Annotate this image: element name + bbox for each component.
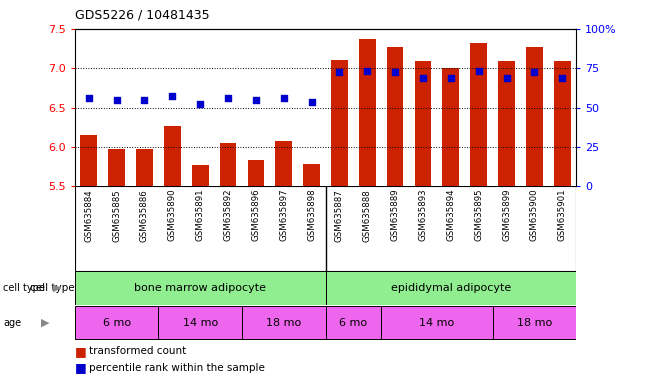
Bar <box>415 61 432 186</box>
Text: 14 mo: 14 mo <box>182 318 218 328</box>
Text: ■: ■ <box>75 345 87 358</box>
Text: GSM635895: GSM635895 <box>474 189 483 242</box>
Bar <box>303 164 320 186</box>
Text: GSM635898: GSM635898 <box>307 189 316 242</box>
Text: percentile rank within the sample: percentile rank within the sample <box>89 363 265 373</box>
Text: GSM635892: GSM635892 <box>223 189 232 242</box>
Point <box>501 74 512 81</box>
Text: ▶: ▶ <box>41 318 49 328</box>
Text: GSM635887: GSM635887 <box>335 189 344 242</box>
Text: GSM635884: GSM635884 <box>84 189 93 242</box>
Text: GSM635899: GSM635899 <box>502 189 511 241</box>
Bar <box>331 60 348 186</box>
Point <box>418 75 428 81</box>
Bar <box>81 135 97 186</box>
Bar <box>242 306 326 339</box>
Point <box>445 75 456 81</box>
Text: ▶: ▶ <box>53 283 62 293</box>
Point <box>279 95 289 101</box>
Bar <box>219 143 236 186</box>
Text: cell type: cell type <box>3 283 45 293</box>
Bar <box>158 306 242 339</box>
Text: GSM635893: GSM635893 <box>419 189 428 242</box>
Text: GSM635886: GSM635886 <box>140 189 149 242</box>
Bar <box>526 47 543 186</box>
Text: 14 mo: 14 mo <box>419 318 454 328</box>
Bar <box>381 306 493 339</box>
Point <box>529 69 540 75</box>
Bar <box>359 39 376 186</box>
Point <box>473 68 484 74</box>
Text: GSM635897: GSM635897 <box>279 189 288 242</box>
Bar <box>326 306 381 339</box>
Bar <box>275 141 292 186</box>
Text: transformed count: transformed count <box>89 346 186 356</box>
Bar <box>75 306 158 339</box>
Point <box>557 75 568 81</box>
Text: GSM635891: GSM635891 <box>196 189 204 242</box>
Text: GSM635894: GSM635894 <box>447 189 455 242</box>
Bar <box>136 149 153 186</box>
Point <box>111 97 122 103</box>
Point <box>167 93 178 99</box>
Bar <box>108 149 125 186</box>
Bar <box>554 61 570 186</box>
Text: 6 mo: 6 mo <box>103 318 131 328</box>
Text: 6 mo: 6 mo <box>339 318 367 328</box>
Bar <box>443 68 459 186</box>
Bar <box>164 126 181 186</box>
Point <box>83 95 94 101</box>
Point <box>362 68 372 74</box>
Text: bone marrow adipocyte: bone marrow adipocyte <box>134 283 266 293</box>
Text: epididymal adipocyte: epididymal adipocyte <box>391 283 511 293</box>
Bar <box>326 271 576 305</box>
Bar <box>387 47 404 186</box>
Text: ■: ■ <box>75 361 87 374</box>
Text: GSM635890: GSM635890 <box>168 189 177 242</box>
Point <box>223 95 233 101</box>
Text: GSM635889: GSM635889 <box>391 189 400 242</box>
Text: 18 mo: 18 mo <box>517 318 552 328</box>
Point <box>139 97 150 103</box>
Bar <box>493 306 576 339</box>
Text: age: age <box>3 318 21 328</box>
Text: GSM635888: GSM635888 <box>363 189 372 242</box>
Bar <box>75 271 326 305</box>
Bar <box>498 61 515 186</box>
Text: cell type: cell type <box>30 283 75 293</box>
Text: GSM635901: GSM635901 <box>558 189 567 242</box>
Text: GSM635896: GSM635896 <box>251 189 260 242</box>
Point <box>251 97 261 103</box>
Point <box>307 99 317 105</box>
Bar <box>470 43 487 186</box>
Text: GDS5226 / 10481435: GDS5226 / 10481435 <box>75 8 210 21</box>
Point <box>334 69 344 75</box>
Point <box>195 101 206 107</box>
Point <box>390 69 400 75</box>
Bar <box>247 160 264 186</box>
Text: GSM635885: GSM635885 <box>112 189 121 242</box>
Bar <box>192 165 208 186</box>
Text: 18 mo: 18 mo <box>266 318 301 328</box>
Text: GSM635900: GSM635900 <box>530 189 539 242</box>
